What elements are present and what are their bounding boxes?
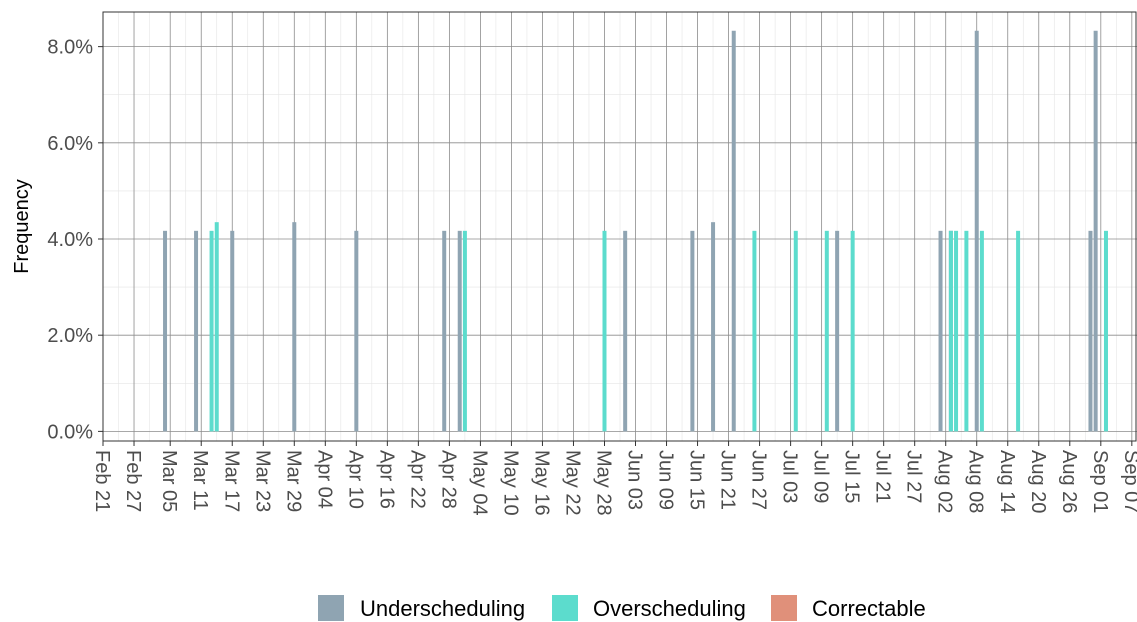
x-tick-label: Mar 29 [282, 450, 304, 512]
x-tick-label: Jul 09 [810, 450, 832, 503]
x-tick-label: Aug 26 [1058, 450, 1080, 513]
y-axis: 0.0% 2.0% 4.0% 6.0% 8.0% [47, 37, 103, 443]
x-tick-label: Apr 28 [437, 450, 459, 509]
bar-overscheduling [1016, 230, 1021, 432]
bar-overscheduling [462, 230, 467, 432]
x-tick-label: Jun 09 [655, 450, 677, 510]
bar-overscheduling [793, 230, 798, 432]
bar-overscheduling [214, 222, 219, 432]
y-tick-label: 8.0% [47, 37, 93, 59]
legend-label-underscheduling: Underscheduling [360, 596, 525, 621]
bar-underscheduling [442, 230, 447, 432]
x-tick-label: May 28 [592, 450, 614, 516]
x-tick-label: Mar 05 [158, 450, 180, 512]
bar-underscheduling [354, 230, 359, 432]
x-tick-label: Aug 14 [996, 450, 1018, 513]
x-tick-label: Apr 16 [375, 450, 397, 509]
bar-underscheduling [457, 230, 462, 432]
y-tick-label: 4.0% [47, 229, 93, 251]
x-tick-label: Apr 10 [344, 450, 366, 509]
x-tick-label: May 16 [530, 450, 552, 516]
legend-label-correctable: Correctable [812, 596, 926, 621]
x-tick-label: Jun 03 [624, 450, 646, 510]
x-tick-label: Apr 04 [313, 450, 335, 509]
x-tick-label: Jul 27 [903, 450, 925, 503]
x-tick-label: Feb 21 [91, 450, 113, 512]
x-tick-label: Mar 17 [220, 450, 242, 512]
legend-label-overscheduling: Overscheduling [593, 596, 746, 621]
bar-overscheduling [209, 230, 214, 432]
bar-underscheduling [731, 30, 736, 432]
bar-underscheduling [835, 230, 840, 432]
y-tick-label: 0.0% [47, 421, 93, 443]
bar-overscheduling [824, 230, 829, 432]
bar-overscheduling [964, 230, 969, 432]
x-tick-label: Aug 20 [1027, 450, 1049, 513]
x-tick-label: Jun 21 [717, 450, 739, 510]
x-axis: Feb 21 Feb 27 Mar 05 Mar 11 Mar 17 Mar 23 Mar … [91, 441, 1137, 516]
x-tick-label: Aug 08 [965, 450, 987, 513]
x-tick-label: May 10 [499, 450, 521, 516]
bar-overscheduling [602, 230, 607, 432]
bar-overscheduling [1103, 230, 1108, 432]
legend-swatch-overscheduling [552, 595, 578, 621]
bar-overscheduling [979, 230, 984, 432]
x-tick-label: Mar 11 [189, 450, 211, 511]
x-tick-label: Jun 27 [748, 450, 770, 510]
y-axis-title: Frequency [11, 179, 33, 274]
bar-overscheduling [850, 230, 855, 432]
bar-underscheduling [938, 230, 943, 432]
bar-underscheduling [623, 230, 628, 432]
x-tick-label: Jul 21 [872, 450, 894, 503]
bar-underscheduling [690, 230, 695, 432]
x-tick-label: Jun 15 [686, 450, 708, 510]
x-tick-label: Mar 23 [251, 450, 273, 512]
x-tick-label: Feb 27 [122, 450, 144, 512]
bar-overscheduling [954, 230, 959, 432]
bar-underscheduling [711, 222, 716, 432]
y-tick-label: 6.0% [47, 133, 93, 155]
x-tick-label: May 04 [468, 450, 490, 516]
x-tick-label: Jul 15 [841, 450, 863, 503]
bar-underscheduling [292, 222, 297, 432]
bar-underscheduling [194, 230, 199, 432]
x-tick-label: Aug 02 [934, 450, 956, 513]
plot-border [102, 11, 1137, 442]
bar-underscheduling [230, 230, 235, 432]
legend-swatch-correctable [771, 595, 797, 621]
bar-underscheduling [1093, 30, 1098, 432]
bars [163, 30, 1108, 432]
x-tick-label: Sep 01 [1089, 450, 1111, 513]
bar-underscheduling [1088, 230, 1093, 432]
legend: Underscheduling Overscheduling Correctable [318, 595, 926, 621]
x-tick-label: May 22 [561, 450, 583, 516]
legend-swatch-underscheduling [318, 595, 344, 621]
bar-underscheduling [974, 30, 979, 432]
x-tick-label: Apr 22 [406, 450, 428, 509]
x-tick-label: Jul 03 [779, 450, 801, 503]
bar-underscheduling [163, 230, 168, 432]
y-tick-label: 2.0% [47, 325, 93, 347]
bar-overscheduling [948, 230, 953, 432]
bar-overscheduling [752, 230, 757, 432]
minor-gridlines [103, 12, 1137, 441]
x-tick-label: Sep 07 [1120, 450, 1137, 513]
